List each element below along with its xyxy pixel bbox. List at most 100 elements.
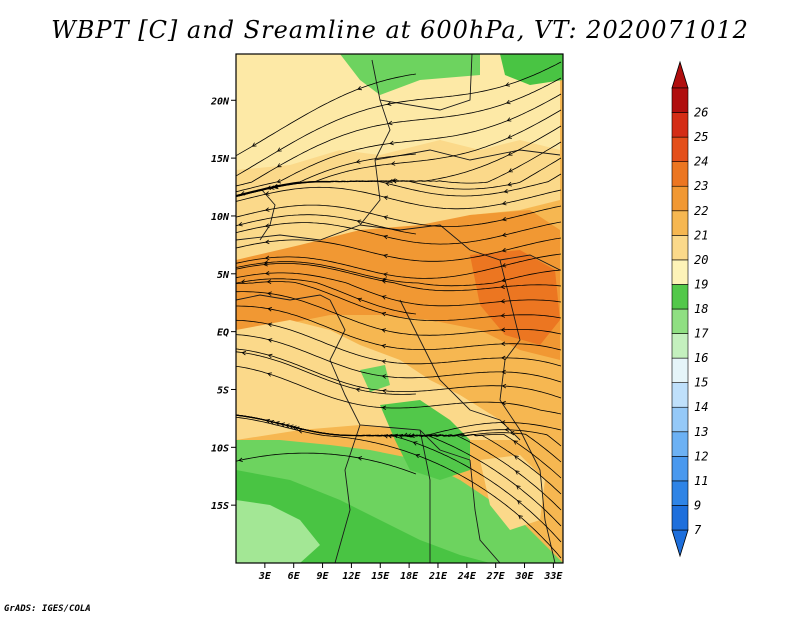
country-borders <box>236 54 561 563</box>
streamline-arrow <box>500 284 505 290</box>
streamline <box>236 305 562 351</box>
streamline-arrow <box>357 297 363 302</box>
east-orange-hotspot <box>470 250 560 345</box>
colorbar-label: 16 <box>694 351 708 365</box>
streamline-arrow <box>409 433 415 438</box>
streamline-arrow <box>264 239 270 245</box>
streamline-arrow <box>381 359 387 364</box>
streamlines <box>236 61 562 559</box>
streamline-arrow <box>383 234 388 240</box>
northeast-green-patch <box>500 54 563 85</box>
streamline-arrow <box>240 279 246 284</box>
colorbar-label: 13 <box>694 425 708 439</box>
streamline-arrow <box>415 453 420 459</box>
streamline-arrow <box>381 311 387 317</box>
streamline <box>236 186 562 210</box>
north-orange-band <box>236 140 560 270</box>
streamline <box>236 416 562 559</box>
streamline-arrow <box>381 374 387 379</box>
lon-tick-label: 21E <box>428 571 448 582</box>
streamline-arrow <box>509 430 515 436</box>
colorbar-swatch <box>671 136 689 162</box>
streamline <box>236 319 562 367</box>
colorbar-label: 24 <box>694 155 708 169</box>
streamline-arrow <box>267 322 273 328</box>
streamline-arrow <box>501 383 507 389</box>
streamline <box>236 351 416 395</box>
streamline-arrow <box>505 99 511 105</box>
streamline-arrow <box>501 247 507 253</box>
streamline <box>236 291 562 336</box>
streamline-arrow <box>264 270 270 276</box>
streamline <box>236 214 416 235</box>
streamline-arrow <box>263 260 269 265</box>
colorbar-swatch <box>671 456 689 482</box>
streamline-arrow <box>276 147 282 152</box>
streamline <box>236 348 562 399</box>
streamline-arrow <box>383 253 388 259</box>
streamline-arrow <box>264 223 270 228</box>
streamline-arrow <box>381 405 387 411</box>
colorbar-swatch <box>671 112 689 138</box>
streamline <box>236 237 562 262</box>
streamline-arrow <box>507 151 513 156</box>
streamline-arrow <box>238 457 243 462</box>
colorbar-swatch <box>671 505 689 531</box>
streamline <box>236 272 562 307</box>
streamline-arrow <box>357 85 362 91</box>
lon-tick-label: 24E <box>457 571 477 582</box>
colorbar-label: 19 <box>694 277 708 291</box>
streamline-arrow <box>503 188 509 194</box>
streamline <box>236 221 562 245</box>
streamline-arrow <box>508 168 513 173</box>
streamline-arrow <box>381 343 387 349</box>
streamline-arrow <box>357 456 363 461</box>
streamline-arrow <box>264 207 270 212</box>
lat-tick-label: EQ <box>217 328 229 339</box>
streamline <box>236 261 562 287</box>
streamline-arrow <box>500 355 506 361</box>
latitude-axis: 20N 15N 10N 5N EQ 5S 10S 15S <box>210 96 236 512</box>
colorbar-label: 20 <box>694 253 708 267</box>
streamline-arrow <box>412 441 418 446</box>
colorbar-swatch <box>671 431 689 457</box>
streamline-arrow <box>355 387 361 393</box>
streamline <box>236 281 562 322</box>
colorbar-swatch <box>671 308 689 334</box>
streamline-arrow <box>263 261 268 267</box>
lon-tick-label: 6E <box>288 571 301 582</box>
streamline <box>236 278 416 315</box>
streamline <box>236 93 562 193</box>
streamline-arrow <box>383 215 389 220</box>
lon-tick-label: 9E <box>317 571 330 582</box>
streamline-arrow <box>276 178 282 184</box>
lat-tick-label: 15S <box>211 501 229 512</box>
colorbar-swatch <box>671 161 689 187</box>
central-orange-core <box>236 210 560 360</box>
streamline-arrow <box>276 163 282 168</box>
colorbar-label: 25 <box>694 130 708 144</box>
streamline <box>236 73 416 157</box>
streamline-arrow <box>237 222 243 227</box>
streamline-arrow <box>500 341 506 347</box>
streamline-arrow <box>501 400 506 406</box>
small-green-patch <box>360 365 390 392</box>
streamline-arrow <box>240 191 246 196</box>
colorbar-bottom-arrow <box>671 529 689 558</box>
streamline-arrow <box>406 433 412 438</box>
map-frame <box>235 53 564 564</box>
lon-tick-label: 12E <box>342 571 361 582</box>
central-green-patch <box>380 400 470 480</box>
lon-tick-label: 3E <box>258 571 272 582</box>
streamline-arrow <box>501 263 507 268</box>
colorbar-swatch <box>671 357 689 383</box>
streamline-arrow <box>513 440 518 445</box>
streamline-arrow <box>267 353 273 359</box>
streamline-arrow <box>384 181 390 187</box>
streamline <box>236 334 562 383</box>
streamline-arrow <box>501 200 507 206</box>
lat-tick-label: 20N <box>210 96 230 107</box>
streamline-arrow <box>501 216 507 222</box>
credit-label: GrADS: IGES/COLA <box>4 604 91 614</box>
